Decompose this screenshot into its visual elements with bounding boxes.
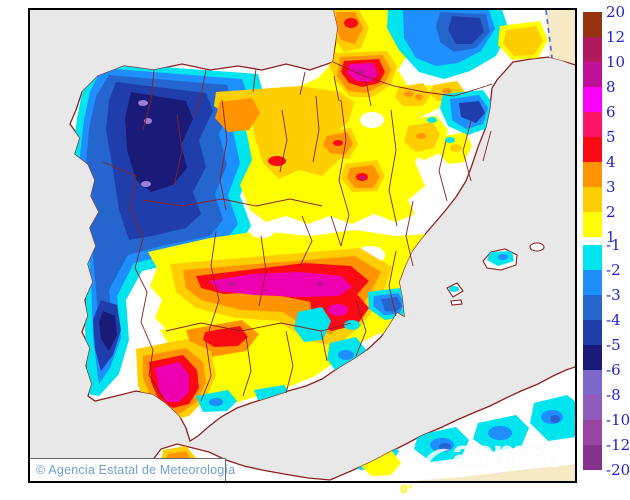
africa-out-of-domain-area [410, 464, 575, 481]
meridian-label: 0° [400, 483, 414, 496]
legend-value-label: 4 [606, 153, 616, 171]
legend-value-label: 2 [606, 203, 616, 221]
legend-value-label: -5 [606, 336, 621, 354]
map-canvas [30, 10, 575, 481]
legend-color-swatch [583, 62, 602, 87]
cold-anomaly-balearics [449, 251, 514, 292]
legend-color-swatch [583, 162, 602, 187]
legend-color-swatch [583, 137, 602, 162]
legend-value-label: 8 [606, 78, 616, 96]
cold-anomaly-pyrenees [387, 10, 548, 143]
legend-color-swatch [583, 112, 602, 137]
legend-value-label: -1 [606, 236, 621, 254]
map-frame: aemet © Agencia Estatal de Meteorología [28, 8, 577, 483]
legend-value-label: -12 [606, 436, 630, 454]
france-out-of-domain-area [546, 10, 575, 64]
legend-value-label: -2 [606, 261, 621, 279]
legend-value-label: 6 [606, 103, 616, 121]
legend-value-label: 3 [606, 178, 616, 196]
legend-value-label: 20 [606, 3, 626, 21]
legend-color-swatch [583, 187, 602, 212]
legend-value-label: 5 [606, 128, 616, 146]
legend-color-swatch [583, 295, 602, 320]
color-scale: 20 12 10 8 6 5 4 3 2 1 -1 -2 -3 -4 -5 -6 -8 -10 -12 -20 [583, 3, 630, 484]
attribution-strip: © Agencia Estatal de Meteorología [30, 458, 235, 481]
warm-hotspot-navarra [329, 51, 397, 97]
legend-color-swatch [583, 445, 602, 470]
legend-value-label: 1 [606, 228, 616, 246]
attribution-text: © Agencia Estatal de Meteorología [36, 463, 236, 477]
legend-color-swatch [583, 270, 602, 295]
legend-color-swatch [583, 370, 602, 395]
legend-value-label: -8 [606, 386, 621, 404]
domain-edge-dashed-line [545, 10, 553, 59]
legend-color-swatch [583, 87, 602, 112]
legend-value-label: -3 [606, 286, 621, 304]
legend-value-label: -20 [606, 461, 630, 479]
legend-color-swatch [583, 395, 602, 420]
legend-value-label: 10 [606, 53, 626, 71]
legend-color-swatch [583, 12, 602, 37]
legend-color-swatch [583, 420, 602, 445]
administrative-borders [102, 61, 493, 402]
legend-color-swatch [583, 320, 602, 345]
legend-color-swatch [583, 37, 602, 62]
legend-color-swatch [583, 345, 602, 370]
legend-color-swatch [583, 212, 602, 237]
legend-value-label: -6 [606, 361, 621, 379]
legend-color-swatch [583, 245, 602, 270]
legend-value-label: -4 [606, 311, 621, 329]
legend-value-label: 12 [606, 28, 626, 46]
legend-value-label: -10 [606, 411, 630, 429]
